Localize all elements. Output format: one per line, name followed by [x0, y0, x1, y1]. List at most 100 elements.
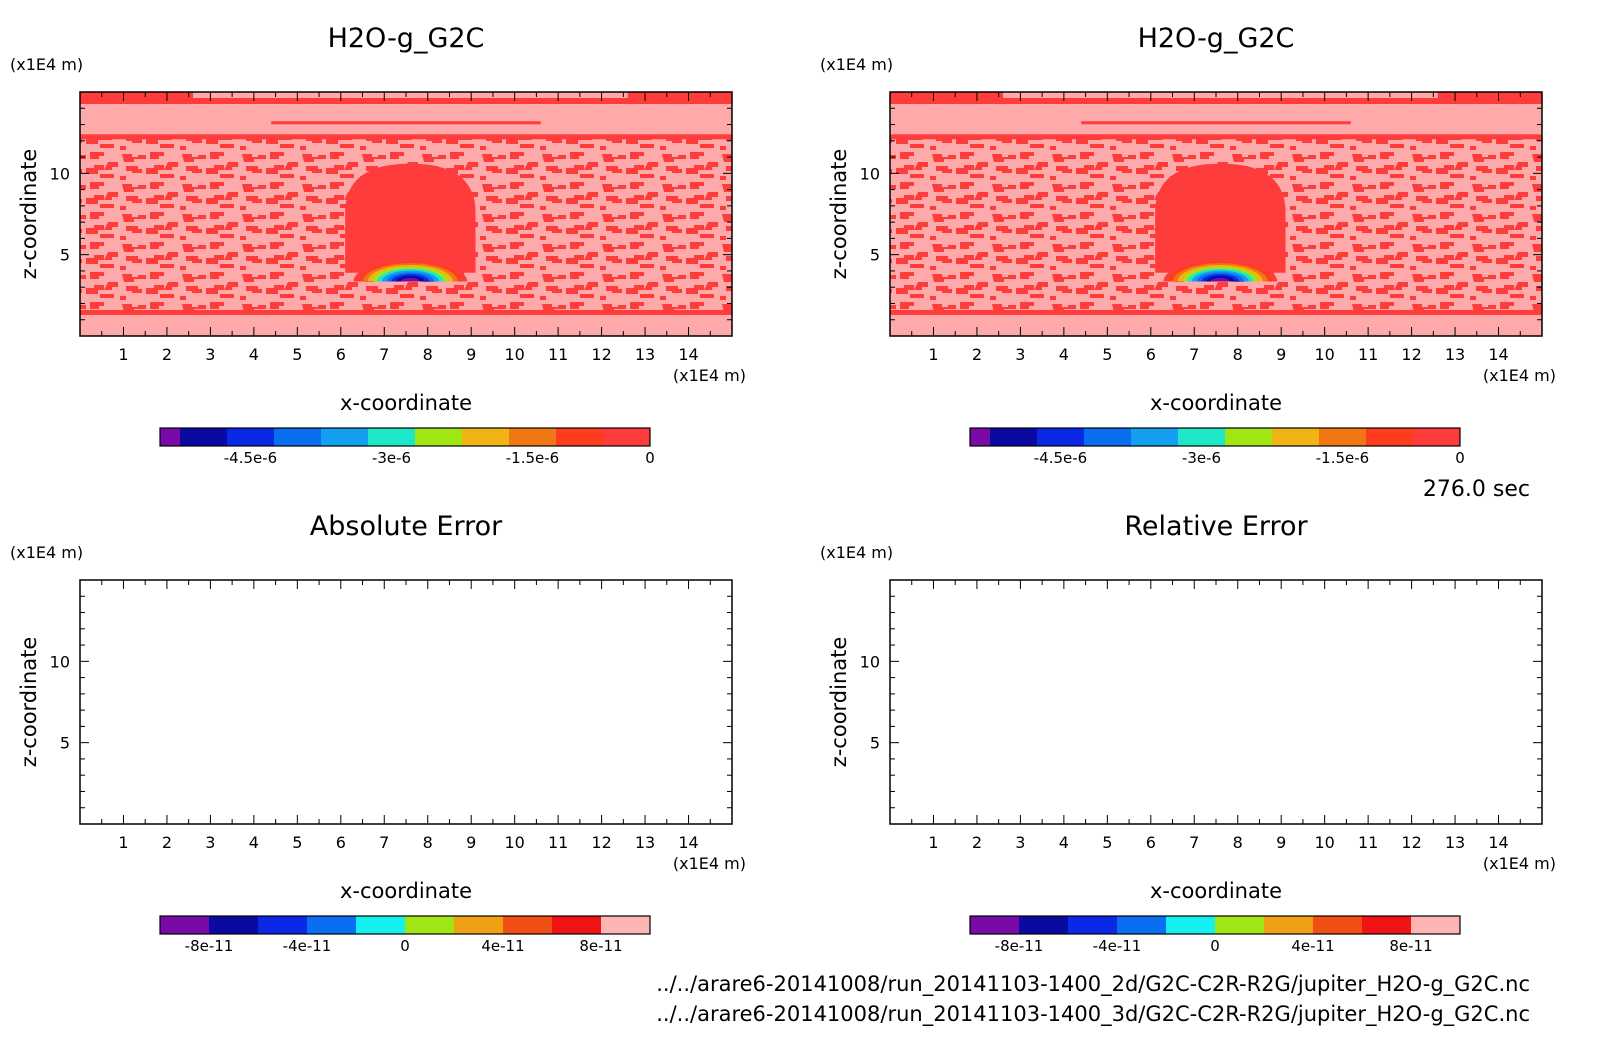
x-tick-label: 6 — [336, 345, 346, 364]
x-tick-label: 10 — [504, 345, 524, 364]
colorbar-tick-label: -4e-11 — [1093, 937, 1142, 955]
colorbar-cell — [603, 428, 650, 446]
y-ticks: 5 10 — [860, 91, 1542, 337]
x-unit-label: (x1E4 m) — [1483, 366, 1556, 385]
x-tick-label: 6 — [336, 833, 346, 852]
x-tick-label: 1 — [118, 833, 128, 852]
y-tick-label: 5 — [870, 246, 880, 265]
colorbar-cell — [1019, 916, 1068, 934]
colorbar-cell — [1313, 916, 1362, 934]
x-unit-label: (x1E4 m) — [673, 854, 746, 873]
x-tick-label: 10 — [1314, 833, 1334, 852]
x-tick-label: 14 — [678, 833, 698, 852]
x-ticks: 1 2 3 4 5 6 7 8 9 10 11 12 13 14 — [889, 580, 1543, 852]
colorbar-cell — [1413, 428, 1460, 446]
colorbar: -8e-11 -4e-11 0 4e-11 8e-11 — [969, 915, 1461, 955]
anomaly-bubble — [345, 163, 476, 273]
colorbar-tick-label: -1.5e-6 — [506, 449, 559, 467]
time-label: 276.0 sec — [1423, 477, 1530, 502]
colorbar-cell — [509, 428, 556, 446]
colorbar-cell — [1037, 428, 1084, 446]
x-tick-label: 12 — [1401, 833, 1421, 852]
x-axis-label: x-coordinate — [340, 391, 472, 415]
y-tick-label: 10 — [860, 164, 880, 183]
colorbar-cell — [1215, 916, 1264, 934]
panel-3: Absolute Error(x1E4 m)(x1E4 m)1 2 3 4 5 6 7 8 9 1… — [10, 511, 746, 955]
x-tick-label: 2 — [972, 345, 982, 364]
colorbar-cell — [227, 428, 274, 446]
y-axis-label: z-coordinate — [827, 149, 851, 280]
x-tick-label: 14 — [678, 345, 698, 364]
x-tick-label: 6 — [1146, 345, 1156, 364]
colorbar-tick-label: 4e-11 — [1291, 937, 1334, 955]
x-tick-label: 5 — [292, 833, 302, 852]
x-tick-label: 5 — [292, 345, 302, 364]
x-tick-label: 14 — [1488, 345, 1508, 364]
x-tick-label: 4 — [249, 345, 259, 364]
x-tick-label: 3 — [205, 833, 215, 852]
x-tick-label: 7 — [1189, 833, 1199, 852]
x-tick-label: 13 — [1445, 345, 1465, 364]
y-axis-label: z-coordinate — [17, 637, 41, 768]
x-tick-label: 8 — [1233, 345, 1243, 364]
x-tick-label: 13 — [635, 345, 655, 364]
colorbar-tick-label: -4.5e-6 — [1034, 449, 1087, 467]
x-tick-label: 4 — [1059, 833, 1069, 852]
x-tick-label: 2 — [972, 833, 982, 852]
x-unit-label: (x1E4 m) — [673, 366, 746, 385]
colorbar: -4.5e-6 -3e-6 -1.5e-6 0 — [159, 427, 655, 467]
plot-frame — [889, 579, 1543, 825]
colorbar-tick-label: -8e-11 — [995, 937, 1044, 955]
x-ticks: 1 2 3 4 5 6 7 8 9 10 11 12 13 14 — [79, 92, 733, 364]
field-top-streak — [271, 121, 541, 125]
panel-4: Relative Error(x1E4 m)(x1E4 m)1 2 3 4 5 6 7 8 9 1… — [820, 511, 1556, 955]
colorbar-cell — [1084, 428, 1131, 446]
y-tick-label: 5 — [60, 734, 70, 753]
x-tick-label: 11 — [1358, 833, 1378, 852]
colorbar-frame — [159, 915, 651, 935]
colorbar-cell — [462, 428, 509, 446]
colorbar-frame — [159, 427, 651, 447]
panel-1: H2O-g_G2C(x1E4 m)(x1E4 m)1 2 3 4 5 6 7 8 9 10 11 12… — [10, 23, 746, 467]
colorbar-cell — [1411, 916, 1460, 934]
x-tick-label: 8 — [1233, 833, 1243, 852]
x-tick-label: 12 — [591, 345, 611, 364]
colorbar-tick-label: 8e-11 — [1389, 937, 1432, 955]
colorbar-frame — [969, 427, 1461, 447]
colorbar-cell — [990, 428, 1037, 446]
x-tick-label: 8 — [423, 345, 433, 364]
colorbar-cell — [1178, 428, 1225, 446]
colorbar-tick-label: -1.5e-6 — [1316, 449, 1369, 467]
colorbar-cell — [454, 916, 503, 934]
field-band-lower — [890, 309, 1542, 315]
x-tick-label: 7 — [379, 345, 389, 364]
file-path-1: ../../arare6-20141008/run_20141103-1400_… — [656, 972, 1530, 997]
colorbar-cell — [274, 428, 321, 446]
colorbar-cell — [556, 428, 603, 446]
field-top-streak — [1081, 121, 1351, 125]
x-tick-label: 1 — [928, 833, 938, 852]
x-tick-label: 1 — [118, 345, 128, 364]
x-axis-label: x-coordinate — [1150, 879, 1282, 903]
y-tick-label: 5 — [60, 246, 70, 265]
field-band-upper — [80, 134, 732, 140]
x-tick-label: 3 — [1015, 833, 1025, 852]
colorbar-tick-label: 0 — [1210, 937, 1220, 955]
x-tick-label: 11 — [548, 345, 568, 364]
x-tick-label: 9 — [466, 833, 476, 852]
x-tick-label: 13 — [1445, 833, 1465, 852]
panel-title: H2O-g_G2C — [1138, 23, 1295, 54]
x-tick-label: 7 — [1189, 345, 1199, 364]
panel-title: H2O-g_G2C — [328, 23, 485, 54]
colorbar-cell — [209, 916, 258, 934]
field-top-gap — [193, 92, 628, 98]
x-tick-label: 1 — [928, 345, 938, 364]
x-tick-label: 12 — [1401, 345, 1421, 364]
field-layer — [80, 92, 732, 336]
x-tick-label: 6 — [1146, 833, 1156, 852]
x-tick-label: 5 — [1102, 345, 1112, 364]
x-ticks: 1 2 3 4 5 6 7 8 9 10 11 12 13 14 — [889, 92, 1543, 364]
field-top-gap — [1003, 92, 1438, 98]
colorbar-cell — [552, 916, 601, 934]
